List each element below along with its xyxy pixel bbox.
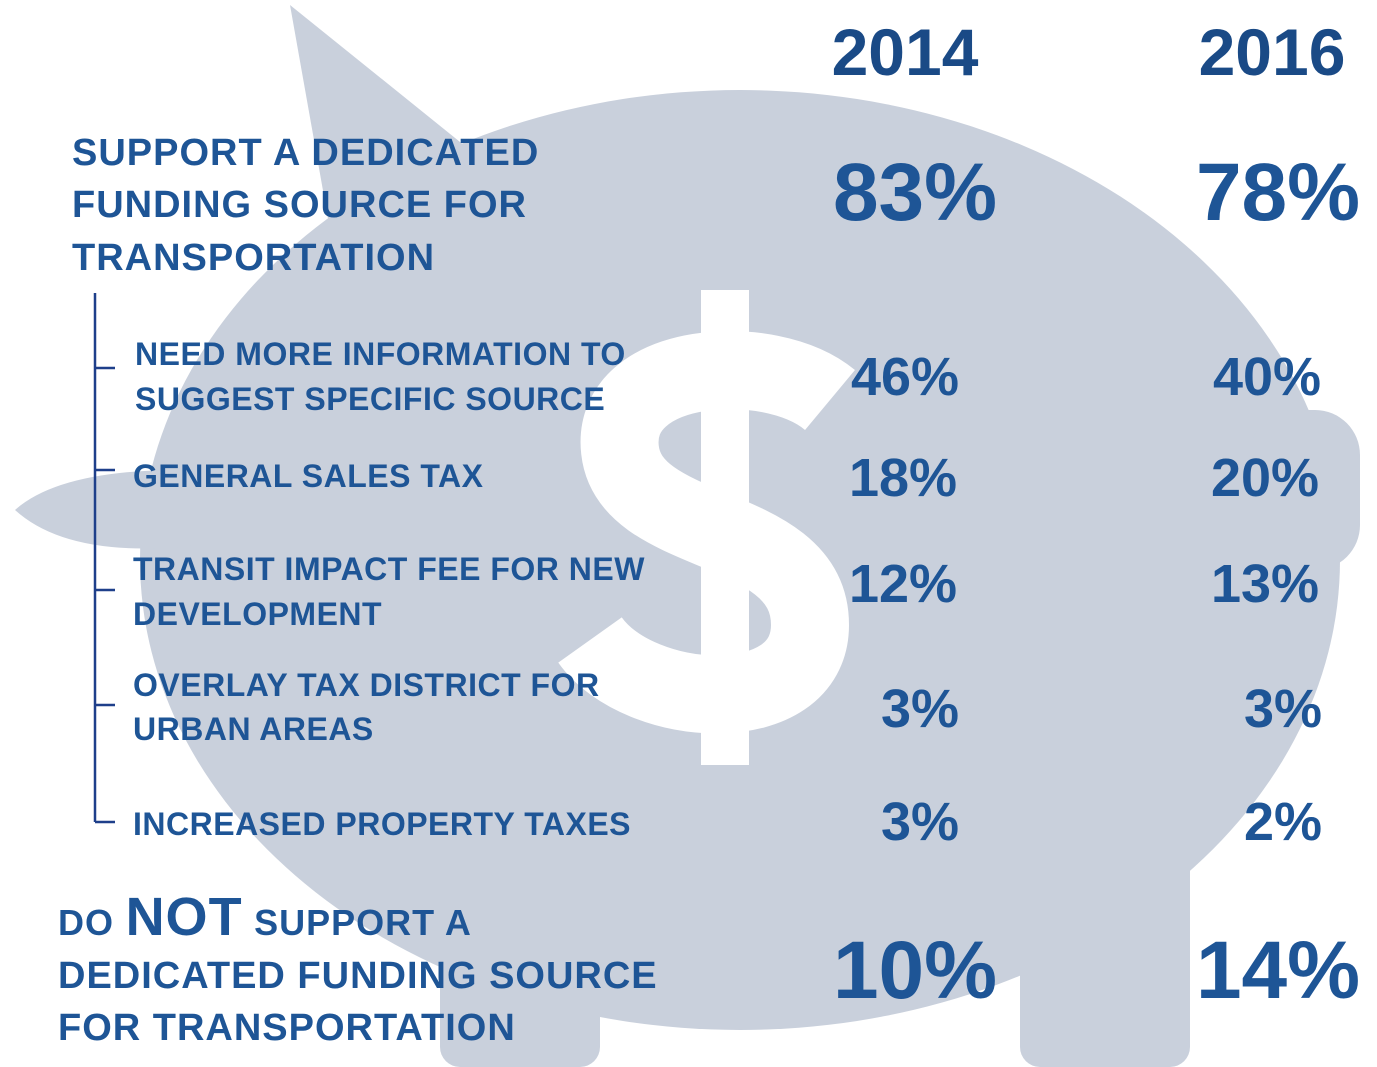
label: FUNDING SOURCE FOR [72, 184, 527, 226]
value: 20% [1211, 448, 1319, 508]
value: 14% [1196, 925, 1360, 1016]
value: 12% [849, 554, 957, 614]
label: FOR TRANSPORTATION [58, 1007, 516, 1049]
year: 2014 [832, 15, 979, 89]
label-emphasis: NOT [126, 887, 243, 947]
value: 3% [1244, 679, 1322, 739]
label: DEVELOPMENT [133, 596, 382, 632]
value: 18% [849, 448, 957, 508]
infographic: 2014 2016 SUPPORT A DEDICATED FUNDING SO… [0, 0, 1377, 1067]
label: SUPPORT A DEDICATED [72, 132, 539, 174]
label: URBAN AREAS [133, 711, 374, 747]
label: SUGGEST SPECIFIC SOURCE [135, 381, 605, 417]
value: 13% [1211, 554, 1319, 614]
label: GENERAL SALES TAX [133, 458, 484, 494]
label: INCREASED PROPERTY TAXES [133, 806, 631, 842]
year: 2016 [1199, 15, 1346, 89]
label: TRANSPORTATION [72, 237, 435, 279]
bracket [95, 293, 115, 822]
value: 2% [1244, 792, 1322, 852]
value: 3% [881, 679, 959, 739]
value: 3% [881, 792, 959, 852]
value: 78% [1196, 147, 1360, 238]
dollar-sign [590, 290, 830, 765]
label-part: SUPPORT A [254, 902, 472, 943]
label: OVERLAY TAX DISTRICT FOR [133, 667, 600, 703]
label: DEDICATED FUNDING SOURCE [58, 955, 658, 997]
label: TRANSIT IMPACT FEE FOR NEW [133, 551, 645, 587]
value: 40% [1213, 347, 1321, 407]
value: 46% [851, 347, 959, 407]
label-part: DO [58, 902, 114, 943]
value: 10% [833, 925, 997, 1016]
label: NEED MORE INFORMATION TO [135, 336, 626, 372]
value: 83% [833, 147, 997, 238]
